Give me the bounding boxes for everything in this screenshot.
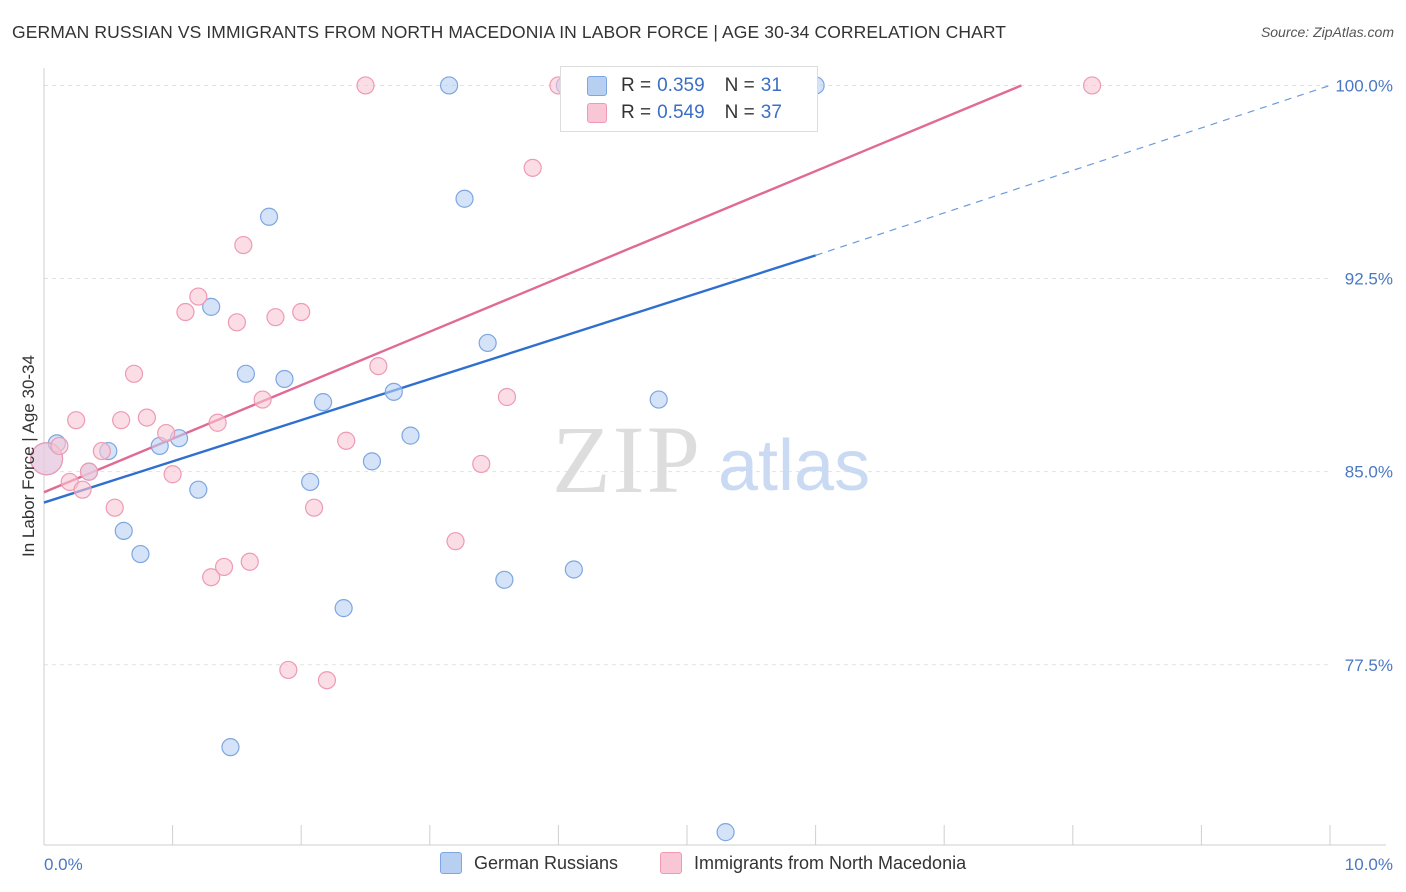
point-german-russians	[301, 472, 320, 492]
y-tick-label: 77.5%	[1345, 656, 1393, 675]
r-value: 0.359	[657, 75, 705, 96]
point-north-macedonia	[497, 387, 517, 407]
n-value: 37	[760, 102, 782, 123]
axes	[43, 68, 1386, 846]
point-north-macedonia	[369, 356, 388, 376]
legend-swatch-pink	[660, 852, 682, 874]
watermark-zip: ZIP	[552, 406, 702, 513]
legend-label: German Russians	[474, 852, 619, 873]
point-north-macedonia	[157, 423, 176, 443]
point-north-macedonia	[73, 480, 92, 499]
point-north-macedonia	[176, 302, 195, 322]
trend-line-north-macedonia	[43, 84, 1022, 494]
point-german-russians	[384, 382, 403, 401]
r-label: R =	[621, 75, 652, 96]
series-legend: German Russians Immigrants from North Ma…	[0, 852, 1406, 878]
point-north-macedonia	[266, 308, 285, 327]
n-label: N =	[724, 75, 755, 96]
point-german-russians	[362, 452, 382, 471]
stats-legend: R = 0.359 N = 31 R = 0.549 N = 37	[560, 66, 818, 132]
point-german-russians	[564, 560, 583, 579]
point-german-russians	[236, 364, 256, 383]
point-german-russians	[114, 521, 133, 540]
point-german-russians	[275, 369, 294, 389]
point-north-macedonia	[356, 76, 375, 95]
r-value: 0.549	[657, 102, 705, 123]
point-german-russians	[202, 297, 221, 316]
r-label: R =	[621, 102, 652, 123]
watermark-atlas: atlas	[718, 426, 870, 506]
point-north-macedonia	[227, 313, 246, 332]
point-north-macedonia	[67, 411, 86, 430]
point-north-macedonia	[105, 498, 124, 517]
point-german-russians	[221, 738, 240, 757]
y-tick-label: 85.0%	[1345, 463, 1393, 482]
point-north-macedonia	[137, 408, 156, 427]
point-north-macedonia	[337, 431, 356, 450]
point-north-macedonia	[79, 462, 99, 481]
x-tick-label: 0.0%	[44, 855, 83, 874]
point-german-russians	[334, 599, 353, 618]
point-german-russians	[401, 426, 420, 445]
point-north-macedonia	[292, 302, 311, 322]
point-german-russians	[259, 207, 279, 226]
trend-line-extension	[815, 84, 1331, 256]
y-tick-labels: 77.5% 85.0% 92.5% 100.0%	[1335, 76, 1393, 674]
legend-row-german-russians: R = 0.359 N = 31	[587, 73, 782, 99]
point-german-russians	[455, 189, 474, 208]
point-north-macedonia	[202, 568, 221, 587]
data-points	[29, 76, 1102, 842]
point-german-russians	[131, 544, 150, 564]
point-north-macedonia	[446, 532, 465, 551]
trend-line-german-russians	[43, 254, 816, 504]
point-north-macedonia	[189, 287, 208, 306]
point-north-macedonia	[279, 660, 298, 680]
legend-swatch-pink	[587, 103, 607, 123]
point-north-macedonia	[317, 671, 337, 690]
legend-row-north-macedonia: R = 0.549 N = 37	[587, 100, 782, 126]
point-north-macedonia	[523, 158, 542, 177]
y-tick-label: 100.0%	[1335, 76, 1393, 95]
legend-label: Immigrants from North Macedonia	[694, 852, 967, 873]
point-north-macedonia	[304, 498, 324, 517]
n-label: N =	[724, 102, 755, 123]
point-german-russians	[495, 570, 514, 589]
x-tick-label: 10.0%	[1345, 855, 1393, 874]
point-north-macedonia	[253, 390, 272, 409]
y-axis-label: In Labor Force | Age 30-34	[19, 355, 38, 557]
point-german-russians	[313, 393, 333, 412]
legend-item-german-russians[interactable]: German Russians	[440, 852, 618, 874]
watermark: ZIP atlas	[552, 406, 870, 513]
chart-title: GERMAN RUSSIAN VS IMMIGRANTS FROM NORTH …	[12, 22, 1007, 42]
n-value: 31	[760, 75, 782, 96]
point-north-macedonia	[234, 235, 253, 255]
point-german-russians	[478, 333, 497, 353]
point-north-macedonia	[92, 441, 111, 461]
point-north-macedonia	[208, 413, 227, 432]
point-german-russians	[649, 390, 668, 409]
point-north-macedonia	[112, 411, 131, 430]
point-north-macedonia	[50, 436, 69, 456]
point-german-russians	[189, 480, 208, 499]
y-tick-label: 92.5%	[1345, 270, 1393, 289]
point-german-russians	[716, 823, 735, 842]
source-credit: Source: ZipAtlas.com	[1260, 24, 1394, 40]
x-tick-labels: 0.0% 10.0%	[44, 855, 1393, 874]
point-north-macedonia	[240, 552, 259, 571]
legend-item-north-macedonia[interactable]: Immigrants from North Macedonia	[660, 852, 966, 874]
point-north-macedonia	[214, 557, 234, 577]
point-north-macedonia	[163, 465, 182, 484]
trend-lines	[43, 84, 1331, 504]
point-north-macedonia	[472, 454, 491, 474]
point-north-macedonia	[124, 364, 144, 383]
legend-swatch-blue	[587, 76, 607, 96]
point-north-macedonia	[1082, 76, 1102, 95]
point-german-russians	[439, 76, 459, 95]
legend-swatch-blue	[440, 852, 462, 874]
